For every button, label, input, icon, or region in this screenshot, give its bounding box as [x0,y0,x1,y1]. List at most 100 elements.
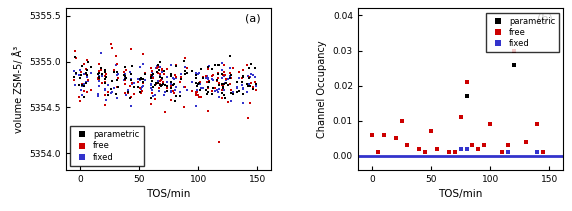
Point [113,76,122,80]
Point [154,69,164,72]
Point [202,80,212,84]
Point [232,86,241,90]
Point [101,98,110,101]
Point [213,63,223,66]
Point [156,79,165,82]
Point [84,80,93,83]
Point [137,89,146,93]
Point [204,109,213,112]
Point [203,86,212,90]
Point [135,86,144,90]
Point [245,76,254,79]
Point [245,83,254,86]
Point [498,151,507,154]
Point [227,88,236,91]
Point [213,91,223,94]
Point [196,68,205,71]
Point [234,76,243,79]
Point [83,90,92,94]
Point [214,88,224,91]
Point [521,140,530,143]
Point [100,71,109,74]
Point [162,68,172,71]
Point [176,75,185,78]
Point [168,89,177,93]
Point [166,89,176,93]
Point [374,151,383,154]
Point [138,80,148,84]
Point [193,85,202,88]
Point [94,73,103,76]
Point [71,49,80,53]
Point [138,62,148,66]
Point [201,88,210,92]
Point [243,82,252,85]
Point [151,97,160,101]
Point [108,90,117,94]
Point [121,82,130,86]
Point [133,80,142,84]
Point [170,73,179,76]
Point [533,151,542,154]
Point [94,79,104,83]
Point [153,70,162,74]
Point [217,84,227,87]
Point [112,73,121,77]
Point [209,74,218,77]
Point [251,66,260,69]
Point [135,65,144,69]
Point [239,102,248,105]
Point [391,137,400,140]
Point [193,94,202,97]
Point [135,90,144,93]
Point [212,79,221,83]
Legend: parametric, free, fixed: parametric, free, fixed [70,126,144,166]
Point [146,96,156,100]
Point [187,69,196,73]
Point [234,71,243,74]
Point [244,85,253,88]
Point [83,58,92,62]
Point [149,76,158,79]
Point [148,69,157,73]
Point [220,73,229,77]
Point [121,75,130,78]
Point [217,96,227,100]
Point [214,95,223,99]
Point [222,81,231,85]
Point [162,84,172,88]
Point [176,73,185,76]
Point [244,85,253,88]
Point [209,79,218,82]
Point [248,86,257,89]
Point [111,64,120,67]
Point [205,64,214,68]
Point [456,147,465,150]
Point [218,87,227,90]
Point [111,54,120,58]
Point [169,83,178,86]
Point [222,78,231,81]
Point [156,75,165,79]
Point [93,92,102,96]
Point [203,67,212,71]
Point [166,91,176,94]
Point [176,77,185,81]
Point [125,85,134,88]
Point [127,77,136,81]
Point [192,73,201,77]
Point [239,68,248,72]
Point [121,65,130,69]
Point [202,74,212,77]
Point [172,86,181,89]
Point [148,89,157,92]
Point [101,76,110,79]
Point [192,91,201,94]
Point [217,69,227,72]
Point [112,86,121,89]
Point [108,46,117,50]
Point [192,82,201,85]
Point [176,95,185,98]
Point [503,144,513,147]
Point [156,74,165,78]
